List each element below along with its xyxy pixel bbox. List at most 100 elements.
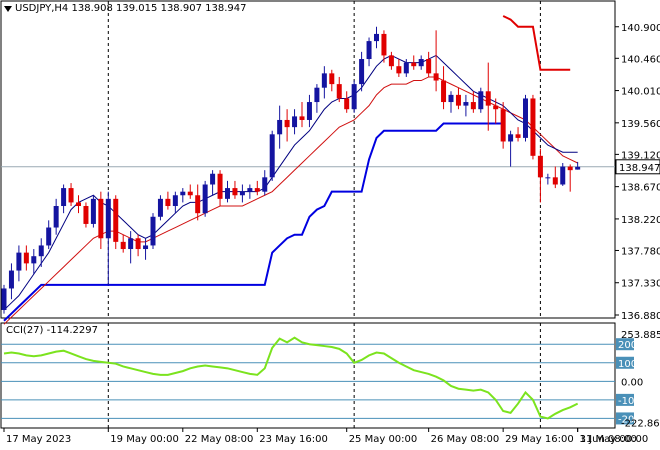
cci-level-badge xyxy=(616,393,634,406)
candle-31 xyxy=(232,180,238,199)
candle-body xyxy=(545,177,551,179)
candle-24 xyxy=(180,188,186,203)
candle-4 xyxy=(31,249,37,275)
cci-tick-label: -100 xyxy=(618,396,641,407)
candle-body xyxy=(225,188,230,199)
candle-7 xyxy=(53,198,59,235)
candle-body xyxy=(247,188,253,192)
candle-body xyxy=(202,184,208,214)
candle-16 xyxy=(120,234,126,253)
candle-body xyxy=(448,94,454,103)
cci-level-badge xyxy=(616,356,634,369)
candle-67 xyxy=(500,102,506,149)
candle-body xyxy=(187,191,193,196)
current-price-badge xyxy=(615,159,660,175)
candle-70 xyxy=(523,94,528,142)
candle-39 xyxy=(292,109,298,135)
candle-body xyxy=(292,116,298,128)
candle-62 xyxy=(463,94,469,117)
candle-46 xyxy=(344,91,350,113)
cci-panel-frame xyxy=(0,322,616,429)
candle-body xyxy=(396,66,402,74)
candle-body xyxy=(560,166,566,185)
candle-37 xyxy=(277,105,283,149)
candle-53 xyxy=(396,59,402,77)
ohlc-high: 139.015 xyxy=(116,3,158,14)
candle-body xyxy=(254,188,260,192)
candle-63 xyxy=(470,91,476,113)
candle-72 xyxy=(537,148,543,203)
ohlc-close: 138.947 xyxy=(205,3,247,14)
candle-body xyxy=(8,270,14,289)
candle-body xyxy=(455,94,461,106)
candle-body xyxy=(83,206,89,224)
price-chart-header: USDJPY,H4 138.908 139.015 138.907 138.94… xyxy=(15,3,246,14)
candle-body xyxy=(143,245,149,250)
candle-body xyxy=(262,177,268,192)
candle-64 xyxy=(478,87,484,113)
candle-body xyxy=(210,173,216,185)
candle-68 xyxy=(508,130,514,167)
candle-44 xyxy=(329,69,335,92)
candle-71 xyxy=(530,94,536,160)
moving-average-dark xyxy=(3,54,578,311)
candle-body xyxy=(344,98,350,110)
candle-28 xyxy=(210,170,216,196)
candle-57 xyxy=(426,51,432,77)
candle-body xyxy=(217,173,223,199)
candle-body xyxy=(493,105,499,110)
price-chart-title: USDJPY,H4 xyxy=(15,3,69,14)
candle-27 xyxy=(202,180,208,217)
candle-body xyxy=(165,198,171,207)
candle-23 xyxy=(172,191,178,214)
cci-tick-label: 253.885 xyxy=(621,330,660,341)
price-tick-label: 138.670 xyxy=(621,183,660,194)
candle-body xyxy=(515,134,521,138)
cci-line xyxy=(3,336,579,420)
candle-body xyxy=(38,245,44,257)
candle-body xyxy=(120,241,126,250)
candle-77 xyxy=(575,161,581,170)
x-tick-label: 26 May 08:00 xyxy=(431,434,500,445)
price-tick-label: 137.780 xyxy=(621,246,660,257)
x-tick-label: 23 May 16:00 xyxy=(259,434,328,445)
price-tick-label: 139.560 xyxy=(621,119,660,130)
candle-body xyxy=(321,73,327,88)
candle-13 xyxy=(98,191,104,250)
candle-body xyxy=(463,102,469,106)
cci-tick-label: 200 xyxy=(618,340,637,351)
candle-body xyxy=(366,41,372,60)
candle-55 xyxy=(411,55,417,70)
candle-body xyxy=(530,98,536,156)
candle-10 xyxy=(76,195,81,214)
candle-8 xyxy=(61,184,67,214)
candle-32 xyxy=(239,184,245,203)
price-tick-label: 140.900 xyxy=(621,23,660,34)
candle-45 xyxy=(336,76,342,103)
candle-body xyxy=(23,252,29,264)
candle-body xyxy=(150,216,156,246)
candle-body xyxy=(411,62,417,67)
x-tick-label: 29 May 16:00 xyxy=(505,434,574,445)
candle-body xyxy=(180,191,186,196)
candle-30 xyxy=(225,180,230,203)
candle-body xyxy=(575,166,581,170)
candle-body xyxy=(98,198,104,239)
dropdown-triangle-icon[interactable] xyxy=(4,6,12,12)
candle-body xyxy=(500,109,506,142)
candle-73 xyxy=(545,173,551,185)
candle-body xyxy=(76,202,81,207)
candle-body xyxy=(299,116,305,120)
candle-54 xyxy=(403,59,409,77)
candle-58 xyxy=(433,30,439,92)
candle-12 xyxy=(90,195,96,228)
candle-body xyxy=(157,198,163,217)
moving-average-red xyxy=(3,76,578,325)
candle-body xyxy=(418,59,424,67)
candle-65 xyxy=(485,62,491,131)
candle-6 xyxy=(46,220,52,250)
ohlc-low: 138.907 xyxy=(160,3,202,14)
candle-body xyxy=(61,188,67,207)
x-tick-label: 17 May 2023 xyxy=(6,434,71,445)
